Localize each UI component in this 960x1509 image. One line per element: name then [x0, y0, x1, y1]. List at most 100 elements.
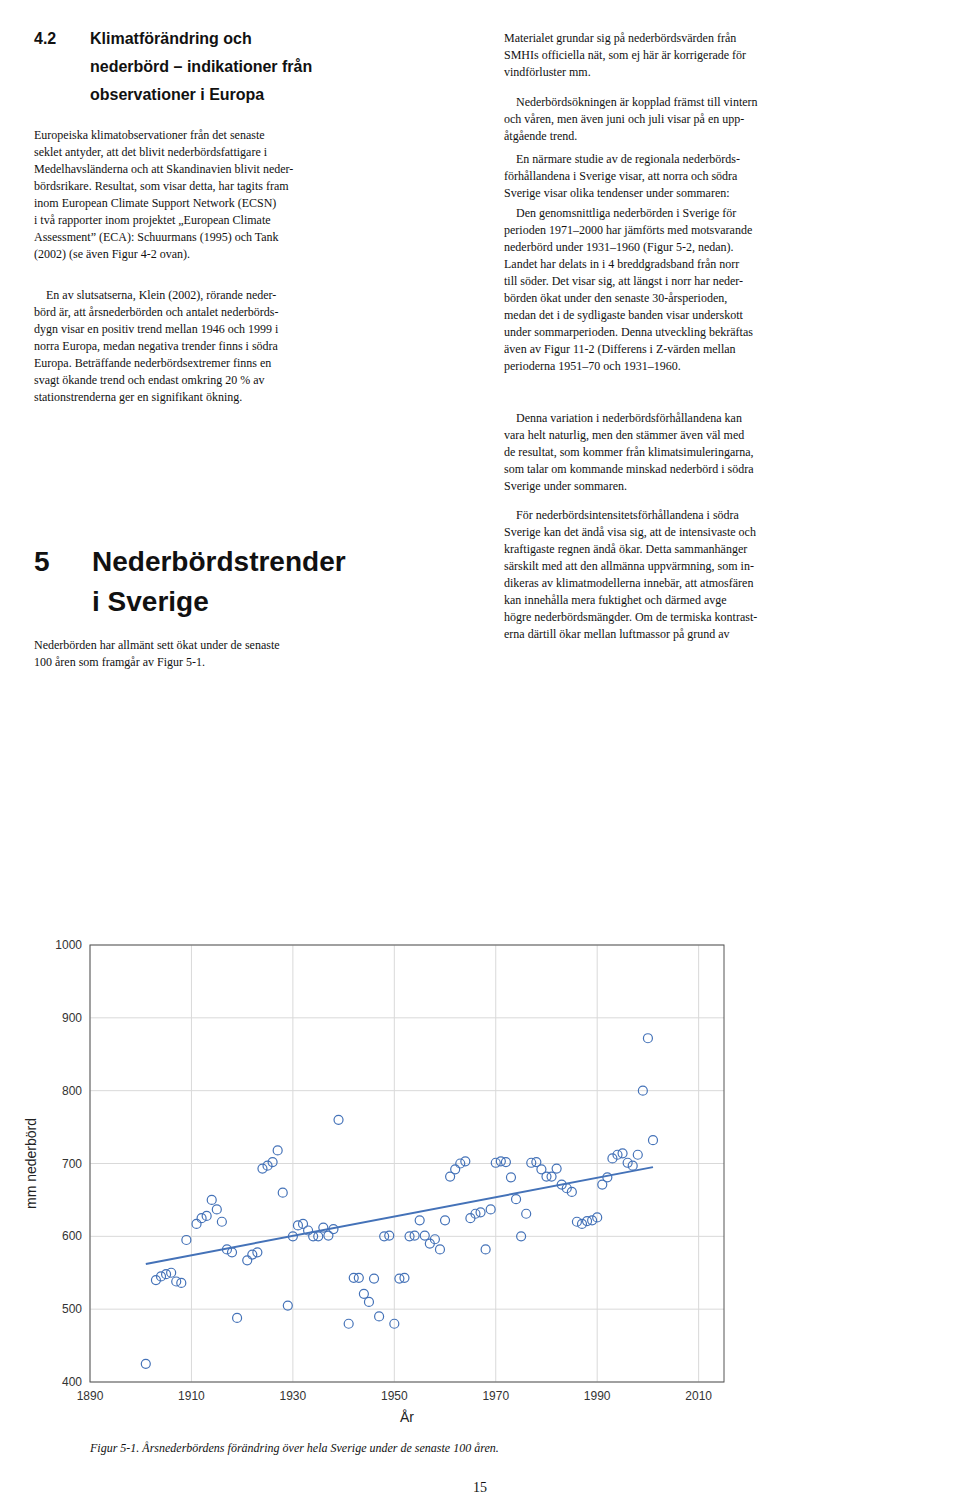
body-text: Sverige kan det ändå visa sig, att de in…	[504, 524, 756, 541]
scatter-point	[375, 1312, 384, 1321]
scatter-point	[273, 1146, 282, 1155]
x-tick-label: 1970	[482, 1389, 509, 1403]
scatter-point	[512, 1195, 521, 1204]
scatter-point	[461, 1157, 470, 1166]
body-text: Denna variation i nederbördsförhållanden…	[504, 410, 742, 427]
body-text: Den genomsnittliga nederbörden i Sverige…	[504, 205, 736, 222]
body-text: stationstrenderna ger en signifikant ökn…	[34, 389, 242, 406]
scatter-point	[370, 1274, 379, 1283]
section-heading: nederbörd – indikationer från	[90, 58, 312, 76]
body-text: perioderna 1951–70 och 1931–1960.	[504, 358, 681, 375]
x-tick-label: 1990	[584, 1389, 611, 1403]
body-text: högre nederbördsmängder. Om de termiska …	[504, 609, 757, 626]
body-text: som talar om kommande minskad nederbörd …	[504, 461, 754, 478]
scatter-point	[410, 1231, 419, 1240]
body-text: En av slutsatserna, Klein (2002), rörand…	[34, 287, 276, 304]
scatter-point	[354, 1273, 363, 1282]
scatter-point	[572, 1217, 581, 1226]
scatter-point	[157, 1272, 166, 1281]
scatter-point	[451, 1165, 460, 1174]
scatter-point	[633, 1150, 642, 1159]
scatter-point	[420, 1231, 429, 1240]
body-text: svagt ökande trend och endast omkring 20…	[34, 372, 265, 389]
scatter-point	[552, 1164, 561, 1173]
scatter-point	[177, 1278, 186, 1287]
scatter-point	[415, 1216, 424, 1225]
y-tick-label: 1000	[55, 938, 82, 952]
scatter-point	[517, 1232, 526, 1241]
body-text: Sverige under sommaren.	[504, 478, 627, 495]
plot-frame	[90, 945, 724, 1382]
body-text: börd är, att årsnederbörden och antalet …	[34, 304, 278, 321]
body-text: Landet har delats in i 4 breddgradsband …	[504, 256, 739, 273]
y-tick-label: 500	[62, 1302, 82, 1316]
scatter-point	[192, 1219, 201, 1228]
grid-line-y	[90, 1017, 724, 1018]
scatter-point	[638, 1086, 647, 1095]
section-heading: observationer i Europa	[90, 86, 264, 104]
trend-line	[146, 1167, 653, 1264]
scatter-point	[217, 1217, 226, 1226]
x-axis-label: År	[400, 1409, 414, 1425]
scatter-point	[283, 1301, 292, 1310]
grid-line-y	[90, 1309, 724, 1310]
y-tick-label: 600	[62, 1229, 82, 1243]
scatter-point	[182, 1235, 191, 1244]
body-text: En närmare studie av de regionala nederb…	[504, 151, 740, 168]
grid-line-x	[698, 945, 699, 1382]
body-text: (2002) (se även Figur 4-2 ovan).	[34, 246, 190, 263]
body-text: till söder. Det visar sig, att längst i …	[504, 273, 743, 290]
scatter-point	[501, 1158, 510, 1167]
scatter-point	[476, 1208, 485, 1217]
body-text: de resultat, som kommer från klimatsimul…	[504, 444, 754, 461]
body-text: under sommarperioden. Denna utveckling b…	[504, 324, 753, 341]
y-tick-label: 800	[62, 1084, 82, 1098]
body-text: perioden 1971–2000 har jämförts med mots…	[504, 222, 752, 239]
body-text: dikeras av klimatmodellerna innebär, att…	[504, 575, 753, 592]
scatter-point	[567, 1187, 576, 1196]
scatter-point	[253, 1248, 262, 1257]
body-text: Medelhavsländerna och att Skandinavien b…	[34, 161, 293, 178]
scatter-point	[593, 1213, 602, 1222]
body-text: Sverige visar olika tendenser under somm…	[504, 185, 730, 202]
section-heading: Nederbördstrender	[92, 546, 346, 578]
section-number: 5	[34, 546, 50, 578]
x-tick-label: 1930	[280, 1389, 307, 1403]
body-text: särskilt med att den allmänna uppvärmnin…	[504, 558, 754, 575]
x-tick-label: 1910	[178, 1389, 205, 1403]
grid-line-y	[90, 1090, 724, 1091]
body-text: även av Figur 11-2 (Differens i Z-värden…	[504, 341, 736, 358]
body-text: inom European Climate Support Network (E…	[34, 195, 276, 212]
scatter-point	[506, 1173, 515, 1182]
scatter-point	[618, 1149, 627, 1158]
scatter-point	[243, 1256, 252, 1265]
scatter-point	[547, 1172, 556, 1181]
body-text: förhållandena i Sverige visar, att norra…	[504, 168, 737, 185]
scatter-point	[430, 1235, 439, 1244]
scatter-point	[359, 1289, 368, 1298]
body-text: norra Europa, medan negativa trender fin…	[34, 338, 278, 355]
body-text: medan det i de sydligaste banden visar u…	[504, 307, 743, 324]
scatter-point	[212, 1205, 221, 1214]
scatter-point	[364, 1297, 373, 1306]
body-text: Europeiska klimatobservationer från det …	[34, 127, 265, 144]
scatter-point	[456, 1159, 465, 1168]
scatter-point	[248, 1250, 257, 1259]
body-text: seklet antyder, att det blivit nederbörd…	[34, 144, 267, 161]
scatter-point	[167, 1268, 176, 1277]
scatter-point	[233, 1313, 242, 1322]
body-text: dygn visar en positiv trend mellan 1946 …	[34, 321, 278, 338]
scatter-point	[390, 1319, 399, 1328]
x-tick-label: 2010	[685, 1389, 712, 1403]
scatter-point	[385, 1231, 394, 1240]
x-tick-label: 1950	[381, 1389, 408, 1403]
body-text: SMHIs officiella nät, som ej här är korr…	[504, 47, 746, 64]
scatter-point	[344, 1319, 353, 1328]
scatter-point	[202, 1211, 211, 1220]
caption: Figur 5-1. Årsnederbördens förändring öv…	[89, 1441, 499, 1455]
body-text: och våren, men även juni och juli visar …	[504, 111, 744, 128]
scatter-point	[400, 1273, 409, 1282]
grid-line-x	[191, 945, 192, 1382]
body-text: Nederbörden har allmänt sett ökat under …	[34, 637, 280, 654]
body-text: Assessment” (ECA): Schuurmans (1995) och…	[34, 229, 279, 246]
